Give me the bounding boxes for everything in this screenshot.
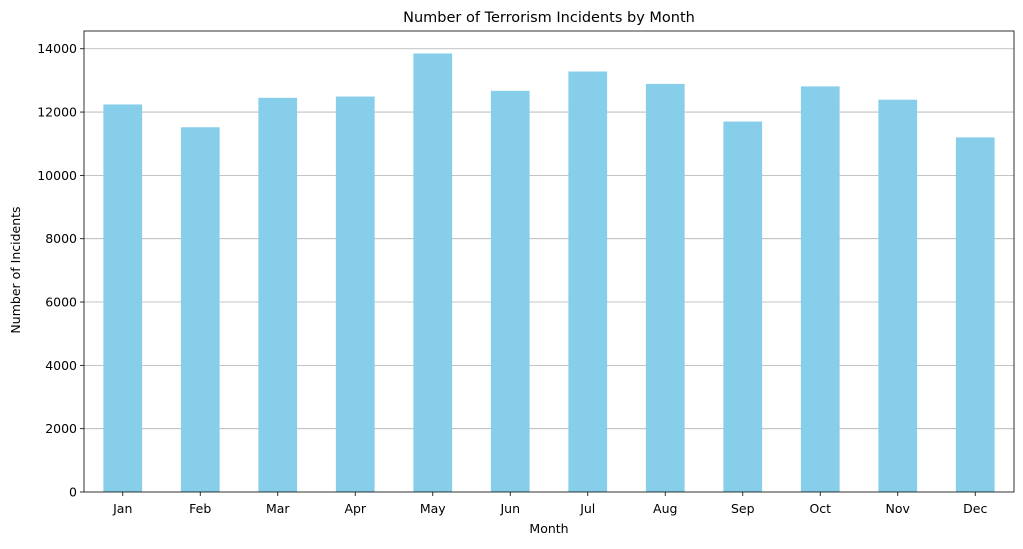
x-tick-label: Oct (809, 501, 831, 516)
bar-jul (568, 71, 608, 493)
y-axis-label: Number of Incidents (8, 206, 23, 333)
gridlines (84, 48, 1014, 430)
x-tick-label: Jul (579, 501, 595, 516)
y-tick-label: 12000 (37, 105, 77, 120)
x-tick-label: Aug (653, 501, 677, 516)
bar-may (413, 53, 453, 493)
bar-aug (645, 83, 685, 493)
bars (103, 53, 995, 493)
bar-jan (103, 104, 143, 492)
x-axis-label: Month (529, 521, 568, 536)
plot-frame (83, 30, 1015, 493)
x-tick-label: Nov (886, 501, 911, 516)
bar-feb (180, 127, 220, 492)
x-tick-label: May (420, 501, 446, 516)
bar-oct (800, 86, 840, 492)
x-tick-label: Feb (189, 501, 211, 516)
x-axis-ticks: Jan Feb Mar Apr May Jun Jul Aug Sep Oct Nov Dec (112, 492, 987, 516)
y-tick-label: 4000 (45, 358, 77, 373)
x-tick-label: Mar (266, 501, 290, 516)
axes (83, 30, 1015, 493)
y-tick-label: 8000 (45, 231, 77, 246)
x-tick-label: Apr (344, 501, 366, 516)
x-tick-label: Jan (112, 501, 132, 516)
y-tick-label: 14000 (37, 41, 77, 56)
y-axis-ticks: 0 2000 4000 6000 8000 10000 12000 14000 (37, 41, 84, 500)
y-tick-label: 0 (69, 485, 77, 500)
x-tick-label: Sep (731, 501, 755, 516)
bar-dec (955, 137, 995, 492)
bar-sep (723, 121, 763, 492)
y-tick-label: 2000 (45, 421, 77, 436)
bar-jun (490, 90, 530, 493)
x-tick-label: Jun (499, 501, 520, 516)
bar-apr (335, 96, 375, 492)
bar-nov (878, 99, 918, 493)
bar-mar (258, 97, 298, 492)
y-tick-label: 6000 (45, 295, 77, 310)
chart-title: Number of Terrorism Incidents by Month (403, 10, 695, 26)
x-tick-label: Dec (963, 501, 987, 516)
y-tick-label: 10000 (37, 168, 77, 183)
